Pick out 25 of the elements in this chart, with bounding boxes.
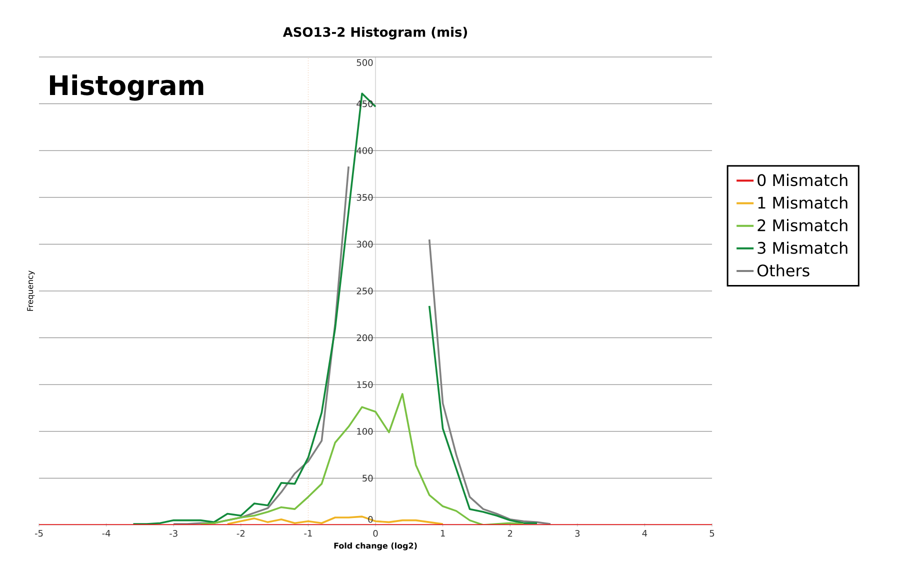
chart-title: ASO13-2 Histogram (mis) (282, 26, 468, 40)
x-tick-label: -2 (236, 530, 244, 537)
legend-label: 3 Mismatch (758, 242, 848, 254)
y-tick-label: 100 (357, 428, 373, 435)
legend-label: Others (757, 264, 810, 277)
annotation: Histogram (50, 74, 204, 101)
y-tick-label: 250 (356, 288, 373, 294)
x-tick-label: -4 (102, 530, 110, 537)
x-tick-label: 3 (575, 530, 580, 537)
x-tick-label: -3 (170, 530, 178, 537)
y-tick-label: 400 (356, 147, 373, 154)
y-tick-label: 150 (357, 381, 373, 388)
y-tick-label: 500 (356, 59, 373, 66)
x-tick-label: 4 (642, 530, 648, 537)
legend-label: 0 Mismatch (758, 174, 848, 186)
x-tick-label: 5 (710, 530, 714, 537)
x-tick-label: -1 (304, 530, 312, 537)
y-tick-label: 350 (356, 194, 373, 201)
x-tick-label: 2 (508, 530, 512, 537)
legend-label: 2 Mismatch (758, 219, 848, 232)
legend-label: 1 Mismatch (758, 196, 848, 209)
x-tick-label: 0 (373, 530, 378, 537)
x-tick-label: -5 (34, 530, 43, 537)
x-tick-label: 1 (440, 530, 445, 537)
line-series (200, 393, 524, 525)
